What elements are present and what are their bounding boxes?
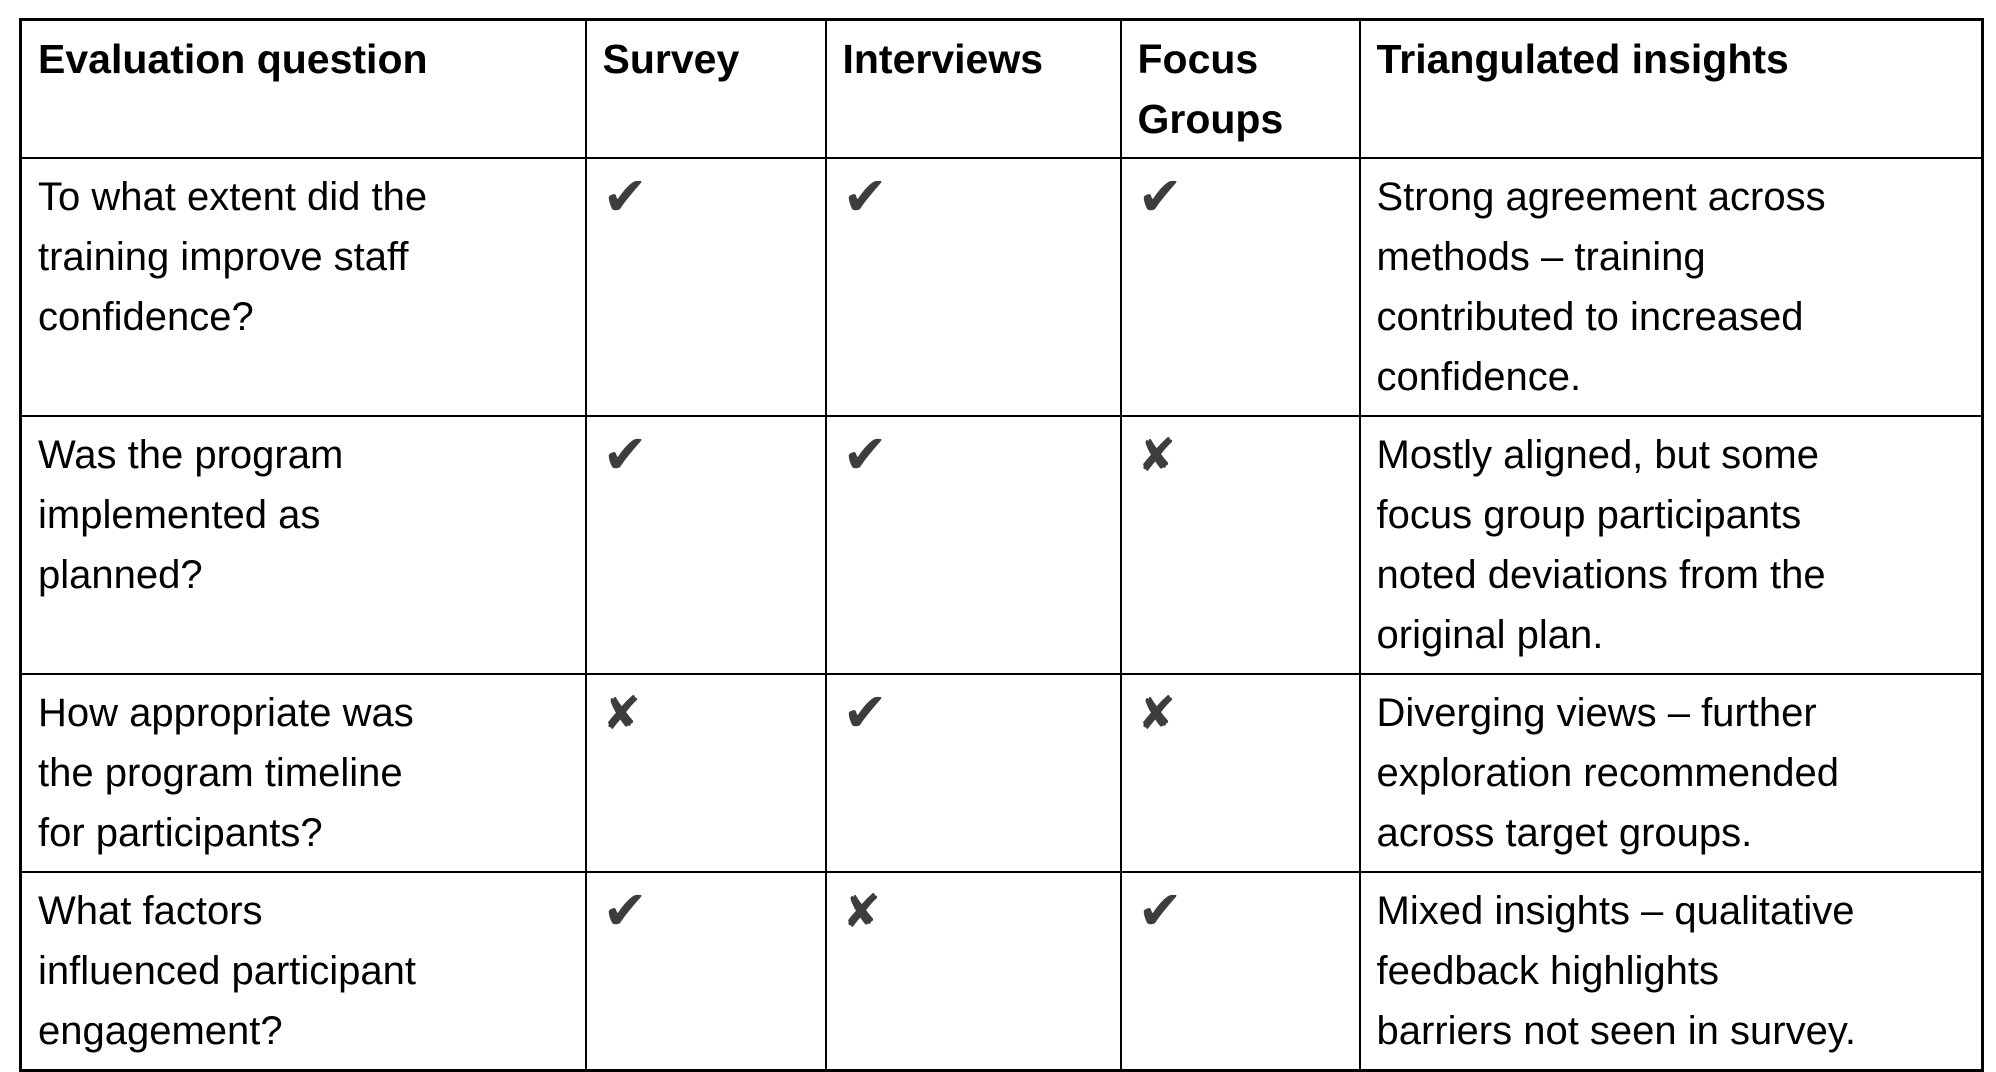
cross-icon: ✘ [602,686,642,740]
focus-groups-mark-cell: ✔ [1119,871,1361,1072]
col-header-survey: Survey [584,18,827,159]
insights-cell: Mixed insights – qualitative feedback hi… [1358,871,1984,1072]
survey-mark-cell: ✘ [584,673,827,873]
check-icon: ✔ [1137,879,1183,942]
check-icon: ✔ [1137,165,1183,228]
focus-groups-mark-cell: ✔ [1119,157,1361,417]
survey-mark-cell: ✔ [584,415,827,675]
triangulation-table: Evaluation question Survey Interviews Fo… [19,18,1984,1072]
table-row: What factors influenced participant enga… [19,871,1984,1072]
question-cell: What factors influenced participant enga… [19,871,587,1072]
col-header-interviews: Interviews [824,18,1122,159]
table-row: Was the program implemented as planned? ✔… [19,415,1984,675]
question-cell: To what extent did the training improve … [19,157,587,417]
survey-mark-cell: ✔ [584,871,827,1072]
insights-cell: Strong agreement across methods – traini… [1358,157,1984,417]
question-cell: How appropriate was the program timeline… [19,673,587,873]
cross-icon: ✘ [842,884,882,938]
question-cell: Was the program implemented as planned? [19,415,587,675]
interviews-mark-cell: ✘ [824,871,1122,1072]
check-icon: ✔ [842,681,888,744]
interviews-mark-cell: ✔ [824,157,1122,417]
check-icon: ✔ [602,165,648,228]
interviews-mark-cell: ✔ [824,673,1122,873]
table-row: How appropriate was the program timeline… [19,673,1984,873]
focus-groups-mark-cell: ✘ [1119,415,1361,675]
table-row: To what extent did the training improve … [19,157,1984,417]
cross-icon: ✘ [1137,428,1177,482]
check-icon: ✔ [842,165,888,228]
insights-cell: Diverging views – further exploration re… [1358,673,1984,873]
cross-icon: ✘ [1137,686,1177,740]
insights-cell: Mostly aligned, but some focus group par… [1358,415,1984,675]
header-row: Evaluation question Survey Interviews Fo… [19,18,1984,159]
check-icon: ✔ [842,423,888,486]
check-icon: ✔ [602,879,648,942]
col-header-triangulated-insights: Triangulated insights [1358,18,1984,159]
interviews-mark-cell: ✔ [824,415,1122,675]
col-header-focus-groups: Focus Groups [1119,18,1361,159]
focus-groups-mark-cell: ✘ [1119,673,1361,873]
survey-mark-cell: ✔ [584,157,827,417]
check-icon: ✔ [602,423,648,486]
col-header-evaluation-question: Evaluation question [19,18,587,159]
